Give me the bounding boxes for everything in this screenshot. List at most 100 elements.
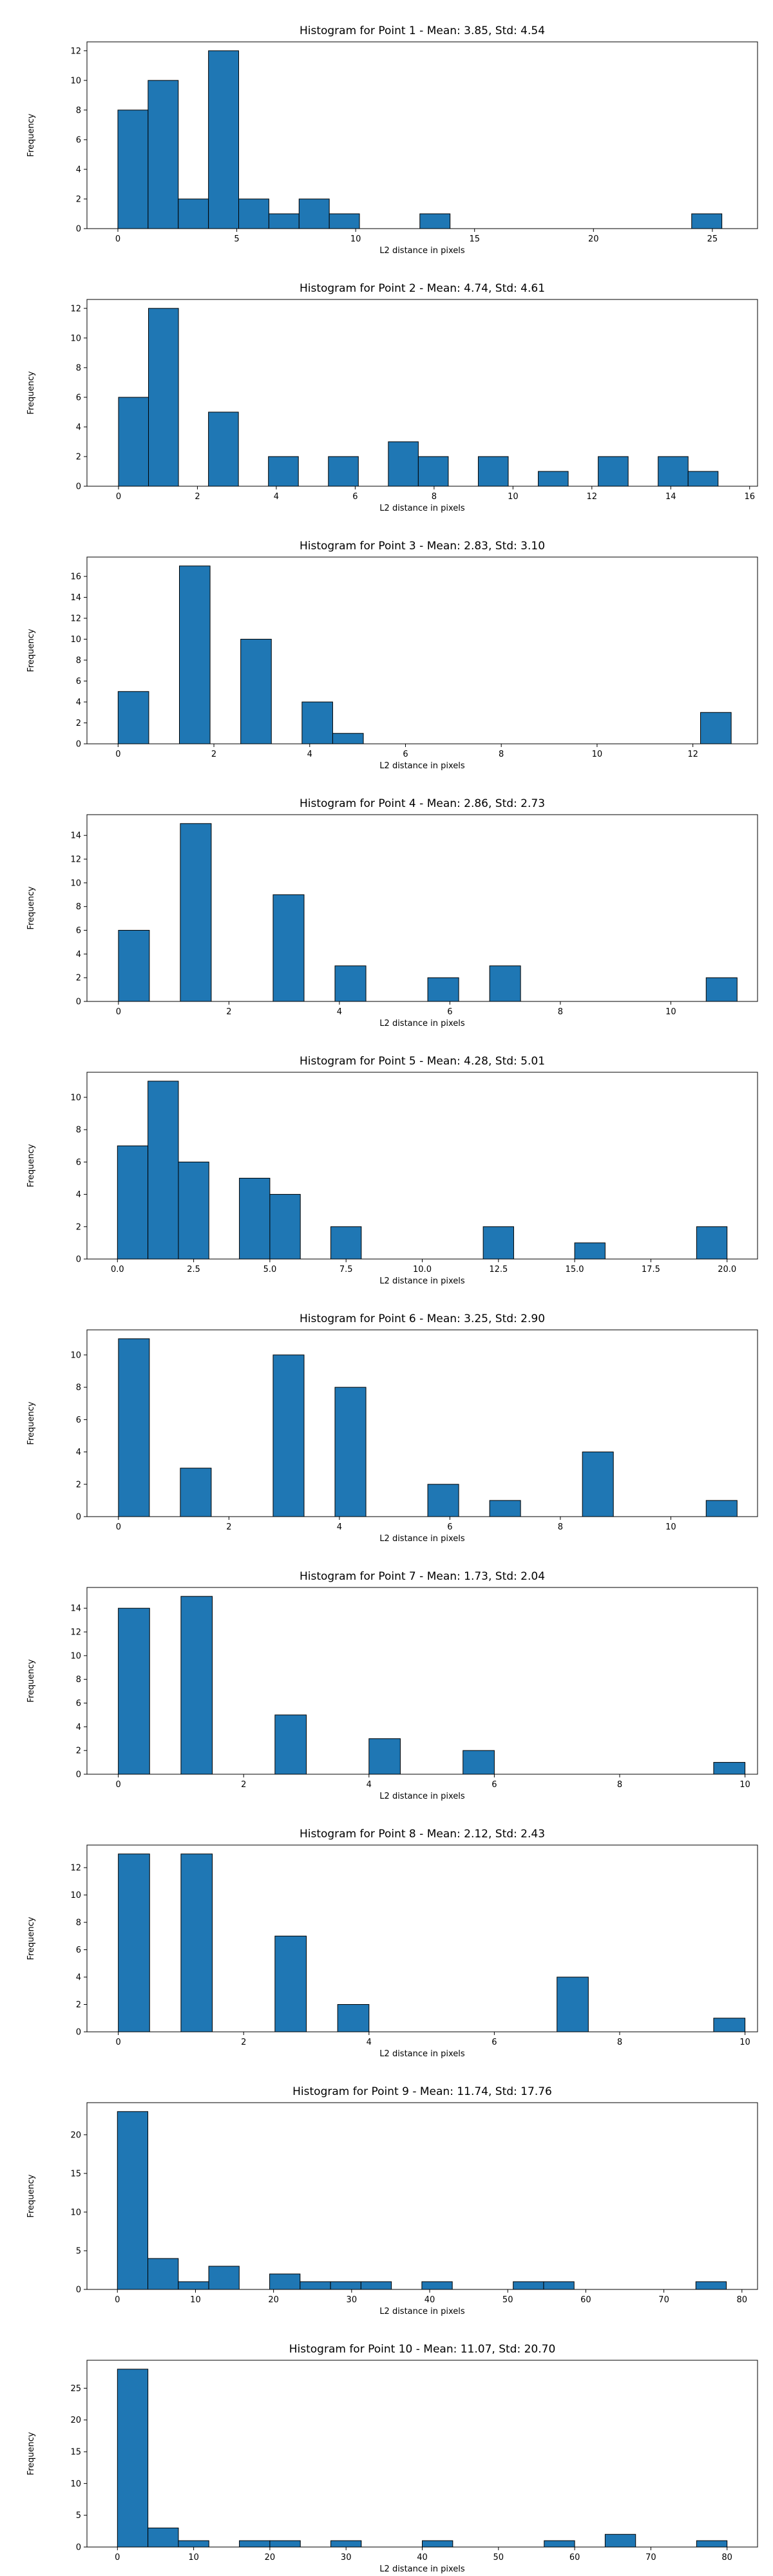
y-axis-label: Frequency: [26, 886, 36, 929]
x-tick-label: 12: [587, 492, 598, 502]
x-tick-label: 40: [425, 2295, 435, 2305]
x-tick-label: 2: [241, 2038, 246, 2047]
x-tick-label: 6: [447, 1007, 452, 1017]
histogram-bar: [489, 1500, 521, 1517]
x-tick-label: 0: [116, 1780, 121, 1790]
histogram-bar: [298, 198, 330, 229]
x-tick-label: 0: [115, 2295, 120, 2305]
histogram-bar: [178, 2281, 209, 2290]
x-tick-label: 6: [447, 1522, 452, 1532]
y-tick-label: 8: [76, 1383, 81, 1393]
histogram-bar: [240, 639, 272, 744]
histogram-bar: [301, 701, 333, 744]
x-tick-label: 70: [645, 2553, 656, 2562]
histogram-panel: Histogram for Point 10 - Mean: 11.07, St…: [26, 2343, 758, 2574]
histogram-bar: [179, 565, 211, 744]
chart-title: Histogram for Point 7 - Mean: 1.73, Std:…: [300, 1570, 545, 1583]
histogram-bar: [330, 2281, 361, 2290]
y-axis-label: Frequency: [26, 629, 36, 672]
histogram-panel: Histogram for Point 6 - Mean: 3.25, Std:…: [26, 1312, 758, 1544]
x-axis-label: L2 distance in pixels: [379, 2564, 465, 2574]
y-tick-label: 0: [76, 740, 81, 750]
y-tick-label: 0: [76, 225, 81, 234]
chart-title: Histogram for Point 5 - Mean: 4.28, Std:…: [300, 1055, 545, 1068]
histogram-bar: [117, 691, 149, 744]
y-tick-label: 6: [76, 677, 81, 687]
histogram-bar: [604, 2533, 636, 2548]
histogram-bar: [417, 456, 449, 487]
chart-title: Histogram for Point 8 - Mean: 2.12, Std:…: [300, 1828, 545, 1841]
histogram-bar: [272, 894, 305, 1002]
histogram-panel: Histogram for Point 3 - Mean: 2.83, Std:…: [26, 540, 758, 771]
y-tick-label: 10: [70, 1891, 81, 1900]
histogram-bar: [328, 456, 359, 487]
x-tick-label: 8: [558, 1522, 563, 1532]
x-tick-label: 10: [508, 492, 519, 502]
y-tick-label: 4: [76, 1973, 81, 1983]
y-tick-label: 2: [76, 452, 81, 462]
x-tick-label: 0: [115, 2553, 120, 2562]
y-tick-label: 10: [70, 76, 81, 86]
y-tick-label: 2: [76, 1480, 81, 1490]
histogram-bar: [368, 1738, 401, 1775]
y-tick-label: 4: [76, 1448, 81, 1457]
histogram-bar: [696, 1226, 728, 1260]
histogram-bar: [360, 2281, 392, 2290]
y-tick-label: 14: [70, 831, 81, 841]
x-tick-label: 15.0: [566, 1265, 584, 1274]
y-tick-label: 8: [76, 1918, 81, 1928]
histogram-bar: [691, 213, 723, 229]
histogram-bar: [388, 441, 419, 487]
histogram-bar: [329, 213, 360, 229]
y-tick-label: 6: [76, 1946, 81, 1955]
y-tick-label: 5: [76, 2246, 81, 2256]
histogram-bar: [598, 456, 629, 487]
x-tick-label: 30: [347, 2295, 358, 2305]
plot-frame: [86, 2360, 758, 2548]
histogram-bar: [208, 2266, 240, 2290]
x-tick-label: 8: [558, 1007, 563, 1017]
y-tick-label: 25: [70, 2384, 81, 2394]
histogram-bar: [513, 2281, 544, 2290]
y-tick-label: 10: [70, 2208, 81, 2217]
y-tick-label: 0: [76, 1255, 81, 1265]
histogram-bar: [713, 1762, 746, 1775]
histogram-panel: Histogram for Point 9 - Mean: 11.74, Std…: [26, 2085, 758, 2316]
x-tick-label: 8: [617, 2038, 622, 2047]
histogram-bar: [269, 1194, 301, 1260]
plot-frame: [86, 1844, 758, 2032]
histogram-bar: [118, 1607, 150, 1775]
histogram-bar: [117, 109, 149, 229]
y-tick-label: 12: [70, 614, 81, 624]
x-tick-label: 4: [337, 1007, 342, 1017]
y-tick-label: 4: [76, 950, 81, 960]
histogram-bar: [148, 2258, 179, 2290]
y-axis-label: Frequency: [26, 1401, 36, 1444]
x-tick-label: 0: [116, 2038, 121, 2047]
y-tick-label: 0: [76, 1770, 81, 1780]
histogram-bar: [300, 2281, 331, 2290]
histogram-panel: Histogram for Point 7 - Mean: 1.73, Std:…: [26, 1570, 758, 1801]
histogram-panel: Histogram for Point 5 - Mean: 4.28, Std:…: [26, 1055, 758, 1286]
y-axis-label: Frequency: [26, 2174, 36, 2217]
x-axis-label: L2 distance in pixels: [379, 761, 465, 771]
plot-frame: [86, 1587, 758, 1775]
y-tick-label: 16: [70, 573, 81, 582]
histogram-bar: [178, 1161, 209, 1260]
y-axis-label: Frequency: [26, 113, 36, 156]
x-tick-label: 4: [367, 1780, 372, 1790]
histogram-bar: [180, 1853, 213, 2032]
x-tick-label: 20: [588, 234, 599, 244]
histogram-bar: [238, 198, 269, 229]
x-tick-label: 10.0: [413, 1265, 432, 1274]
histogram-bar: [118, 1853, 150, 2032]
x-tick-label: 17.5: [642, 1265, 660, 1274]
y-tick-label: 8: [76, 363, 81, 373]
y-axis-label: Frequency: [26, 1917, 36, 1960]
histogram-bar: [148, 1081, 179, 1260]
x-tick-label: 0: [115, 750, 120, 759]
x-axis-label: L2 distance in pixels: [379, 1534, 465, 1544]
x-tick-label: 6: [352, 492, 358, 502]
histogram-bar: [330, 1226, 362, 1260]
histogram-bar: [239, 2540, 271, 2548]
